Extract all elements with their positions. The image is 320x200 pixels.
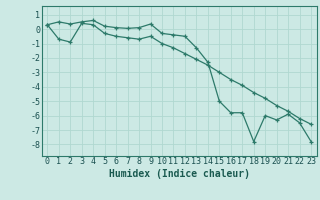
X-axis label: Humidex (Indice chaleur): Humidex (Indice chaleur) [109,169,250,179]
